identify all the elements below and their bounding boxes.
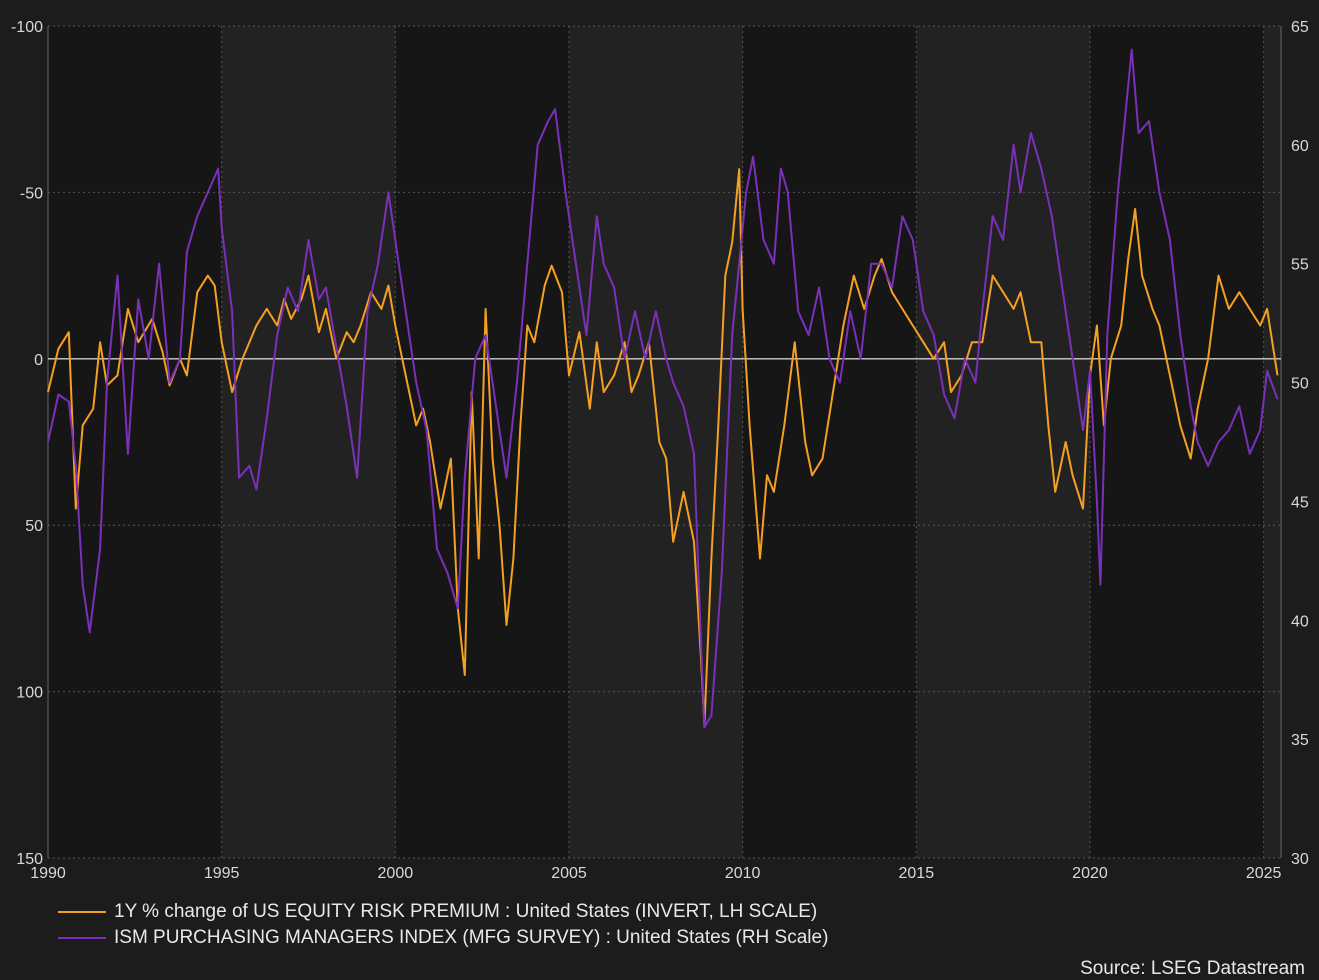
legend-item-equity-risk-premium: 1Y % change of US EQUITY RISK PREMIUM : … <box>58 899 828 925</box>
left-axis-tick: 150 <box>16 851 43 868</box>
year-bands <box>221 26 1281 858</box>
x-axis-tick: 1990 <box>30 865 66 880</box>
left-axis-tick: -50 <box>20 185 43 202</box>
legend-swatch-orange <box>58 911 106 913</box>
year-band <box>916 26 1090 858</box>
left-axis-tick: 100 <box>16 685 43 702</box>
source-label: Source: LSEG Datastream <box>1080 958 1305 979</box>
right-axis-tick: 65 <box>1291 19 1309 36</box>
left-axis-tick: 50 <box>25 518 43 535</box>
right-axis-tick: 45 <box>1291 494 1309 511</box>
x-axis-tick: 2020 <box>1072 865 1108 880</box>
x-axis-tick: 2000 <box>378 865 414 880</box>
chart-svg: -100 -50 0 50 100 150 65 60 55 50 45 40 35 30 1990 1995… <box>11 19 1309 880</box>
right-axis-tick: 55 <box>1291 257 1309 274</box>
x-axis-tick: 1995 <box>204 865 240 880</box>
right-axis-tick: 60 <box>1291 138 1309 155</box>
series-layer <box>47 48 1279 729</box>
year-band <box>568 26 743 858</box>
x-axis-tick: 2015 <box>899 865 935 880</box>
x-axis-tick: 2010 <box>725 865 761 880</box>
x-axis-tick: 2005 <box>551 865 587 880</box>
series-line-equity-risk-premium <box>47 168 1279 726</box>
legend: 1Y % change of US EQUITY RISK PREMIUM : … <box>58 899 828 951</box>
left-axis-tick: -100 <box>11 19 43 36</box>
right-axis-tick: 30 <box>1291 851 1309 868</box>
right-axis-tick: 40 <box>1291 613 1309 630</box>
year-band <box>221 26 396 858</box>
left-axis-tick: 0 <box>34 352 43 369</box>
legend-label-ism-pmi: ISM PURCHASING MANAGERS INDEX (MFG SURVE… <box>114 927 829 948</box>
legend-swatch-purple <box>58 937 106 939</box>
year-band <box>1263 26 1281 858</box>
right-axis-tick: 50 <box>1291 376 1309 393</box>
legend-label-equity-risk-premium: 1Y % change of US EQUITY RISK PREMIUM : … <box>114 901 818 922</box>
right-axis-tick: 35 <box>1291 732 1309 749</box>
x-axis-tick: 2025 <box>1246 865 1282 880</box>
series-line-ism-pmi <box>47 48 1279 729</box>
tick-labels: -100 -50 0 50 100 150 65 60 55 50 45 40 35 30 1990 1995… <box>11 19 1309 880</box>
legend-item-ism-pmi: ISM PURCHASING MANAGERS INDEX (MFG SURVE… <box>58 925 828 951</box>
